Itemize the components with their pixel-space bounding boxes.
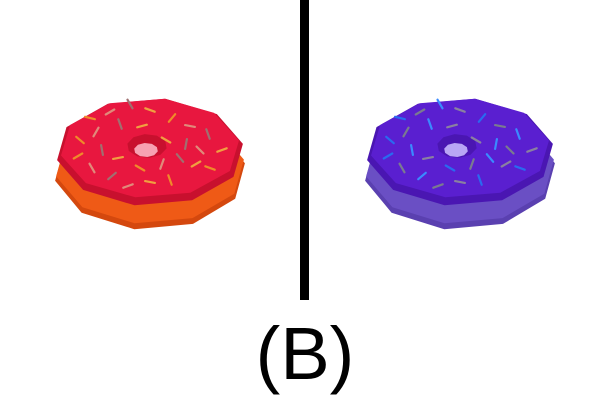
sprinkle	[92, 126, 100, 138]
sprinkle	[454, 107, 466, 113]
sprinkle	[485, 153, 495, 163]
donut-panel-right	[310, 0, 610, 300]
donut-hole	[134, 143, 158, 157]
sprinkle	[144, 180, 156, 184]
sprinkle	[444, 164, 456, 172]
sprinkle	[421, 156, 435, 160]
sprinkle	[469, 158, 475, 170]
sprinkle	[409, 144, 415, 156]
sprinkle	[500, 160, 512, 168]
sprinkle	[190, 160, 202, 168]
sprinkle	[427, 118, 433, 130]
sprinkle	[454, 180, 466, 184]
sprinkle	[99, 144, 105, 156]
sprinkle	[136, 123, 148, 129]
figure-caption: (B)	[255, 312, 355, 395]
donut-panel-left	[0, 0, 300, 300]
sprinkle	[393, 115, 407, 121]
sprinkle	[144, 107, 156, 113]
sprinkle	[126, 98, 134, 110]
sprinkle	[417, 171, 427, 181]
sprinkle	[402, 126, 410, 138]
sprinkle	[104, 108, 116, 116]
vertical-divider	[300, 0, 309, 300]
sprinkle	[494, 123, 506, 129]
red-donut-image	[55, 98, 245, 230]
sprinkle	[134, 164, 146, 172]
sprinkle	[122, 183, 134, 189]
sprinkle	[385, 135, 395, 145]
sprinkle	[398, 162, 406, 174]
sprinkle	[205, 128, 211, 140]
sprinkle	[432, 183, 444, 189]
sprinkle	[175, 153, 185, 163]
sprinkle	[159, 158, 165, 170]
sprinkle	[83, 115, 97, 121]
donut-hole	[444, 143, 468, 157]
sprinkle	[477, 174, 483, 186]
sprinkle	[88, 162, 96, 174]
sprinkle	[167, 174, 173, 186]
sprinkle	[117, 118, 123, 130]
sprinkle	[382, 152, 394, 160]
sprinkle	[111, 156, 125, 160]
sprinkle	[72, 152, 84, 160]
sprinkle	[160, 136, 172, 144]
sprinkle	[505, 145, 515, 155]
sprinkle	[514, 165, 526, 171]
sprinkle	[436, 98, 444, 110]
sprinkle	[216, 147, 228, 153]
sprinkle	[195, 145, 205, 155]
sprinkle	[75, 135, 85, 145]
purple-donut-image	[365, 98, 555, 230]
sprinkle	[494, 138, 498, 150]
sprinkle	[167, 113, 177, 123]
sprinkle	[477, 113, 487, 123]
sprinkle	[446, 123, 458, 129]
sprinkle	[414, 108, 426, 116]
sprinkle	[204, 165, 216, 171]
sprinkle	[107, 171, 117, 181]
sprinkle	[526, 147, 538, 153]
sprinkle	[184, 138, 188, 150]
sprinkle	[184, 123, 196, 129]
sprinkle	[470, 136, 482, 144]
sprinkle	[515, 128, 521, 140]
